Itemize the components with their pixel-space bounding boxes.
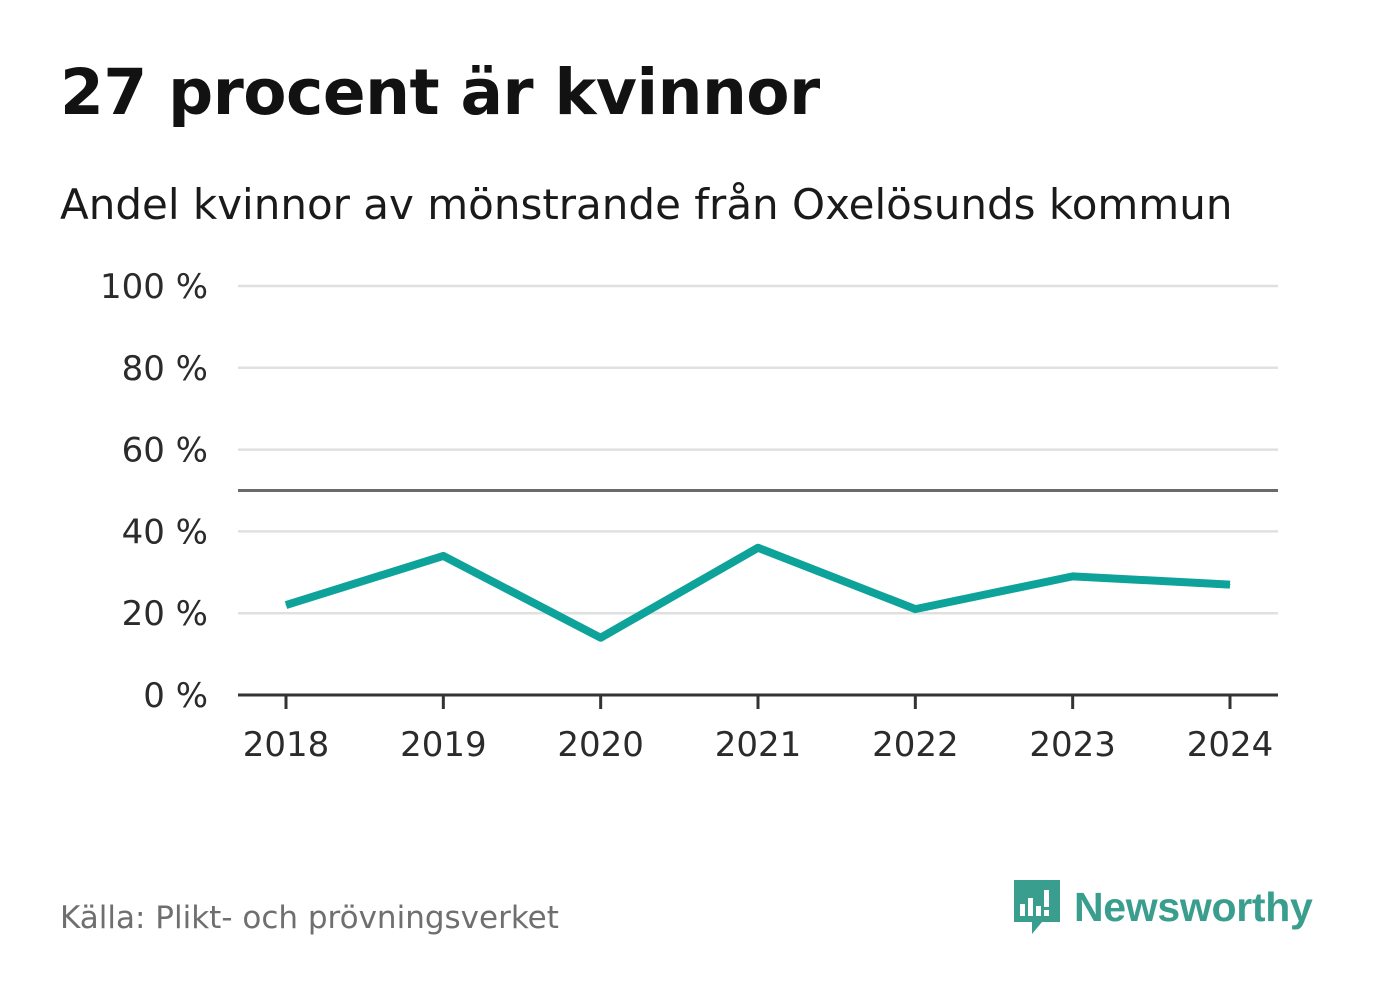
x-tick-label: 2020 bbox=[557, 725, 644, 765]
x-axis-tick-labels: 2018 2019 2020 2021 2022 2023 2024 bbox=[243, 725, 1274, 765]
y-tick-label: 100 % bbox=[100, 267, 208, 307]
source-note: Källa: Plikt- och prövningsverket bbox=[60, 900, 559, 936]
series-group bbox=[284, 543, 1231, 642]
brand-logo: Newsworthy bbox=[1010, 876, 1313, 938]
series-line bbox=[284, 543, 1231, 642]
x-tick-label: 2018 bbox=[243, 725, 330, 765]
y-tick-label: 60 % bbox=[122, 431, 208, 471]
data-point bbox=[442, 555, 444, 557]
gridlines bbox=[238, 284, 1278, 615]
x-tick-label: 2021 bbox=[715, 725, 802, 765]
y-axis-tick-labels: 0 % 20 % 40 % 60 % 80 % 100 % bbox=[100, 267, 208, 716]
data-point bbox=[1072, 575, 1074, 577]
data-point bbox=[1229, 584, 1231, 586]
y-tick-label: 0 % bbox=[143, 676, 208, 716]
newsworthy-logo-icon bbox=[1014, 880, 1060, 934]
data-point bbox=[600, 637, 602, 639]
x-axis bbox=[238, 693, 1278, 709]
y-tick-label: 20 % bbox=[122, 594, 208, 634]
data-point bbox=[285, 604, 287, 606]
x-tick-label: 2024 bbox=[1187, 725, 1274, 765]
x-tick-label: 2019 bbox=[400, 725, 487, 765]
chart-title: 27 procent är kvinnor bbox=[60, 56, 820, 129]
y-tick-label: 80 % bbox=[122, 349, 208, 389]
brand-name: Newsworthy bbox=[1074, 883, 1313, 930]
x-tick-label: 2023 bbox=[1029, 725, 1116, 765]
y-tick-label: 40 % bbox=[122, 512, 208, 552]
x-tick-label: 2022 bbox=[872, 725, 959, 765]
chart-subtitle: Andel kvinnor av mönstrande från Oxelösu… bbox=[60, 180, 1233, 229]
data-point bbox=[757, 547, 759, 549]
data-point bbox=[914, 608, 916, 610]
